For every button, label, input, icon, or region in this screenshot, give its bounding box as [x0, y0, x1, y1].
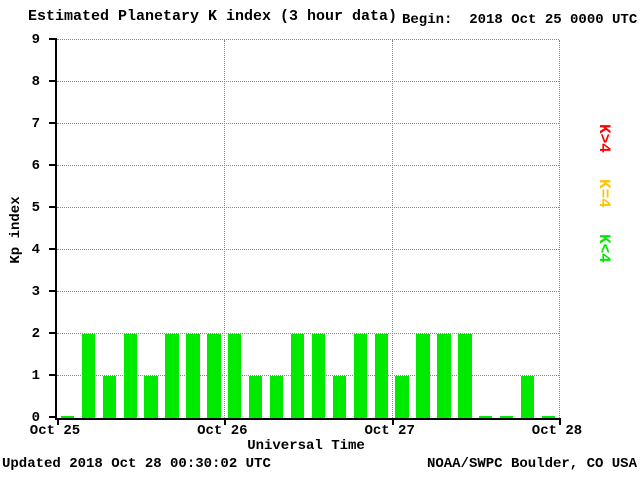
gridline-y-2: [57, 333, 559, 334]
kp-bar: [144, 376, 158, 418]
y-tick-label-8: 8: [31, 73, 40, 90]
y-tick-label-1: 1: [31, 367, 40, 384]
kp-bar: [520, 376, 535, 418]
legend-k-below-4: K<4: [595, 233, 613, 263]
x-axis-title: Universal Time: [247, 438, 365, 454]
legend-k-equal-4: K=4: [595, 178, 613, 208]
y-tickmark-4: [49, 248, 57, 250]
kp-bar: [228, 334, 242, 418]
y-tick-label-9: 9: [31, 32, 40, 48]
kp-bar: [479, 416, 493, 418]
gridline-y-4: [57, 249, 559, 250]
kp-bar: [437, 334, 451, 418]
y-tick-label-7: 7: [31, 115, 40, 132]
x-tickmark-3: [559, 418, 561, 425]
gridline-y-9: [57, 39, 559, 40]
y-tick-label-2: 2: [31, 326, 40, 342]
kp-bar: [332, 376, 347, 418]
x-tickmark-0: [57, 418, 59, 425]
y-axis-tick-labels: 0 1 2 3 4 5 6 7 8 9: [0, 32, 48, 426]
y-tickmark-0: [49, 416, 57, 418]
y-tick-label-6: 6: [31, 157, 40, 174]
kp-bar: [458, 334, 472, 418]
chart-title: Estimated Planetary K index (3 hour data…: [28, 8, 398, 25]
kp-bar: [81, 334, 96, 418]
x-tick-label-oct-28: Oct 28: [531, 423, 583, 439]
source-text: NOAA/SWPC Boulder, CO USA: [426, 456, 637, 472]
kp-bar: [60, 416, 75, 418]
begin-label: Begin: 2018 Oct 25 0000 UTC: [402, 12, 638, 28]
kp-bar: [102, 376, 116, 418]
y-tick-label-5: 5: [31, 199, 40, 216]
plot-area: [49, 38, 561, 425]
kp-bar: [374, 334, 388, 418]
gridline-y-6: [57, 165, 559, 166]
kp-bar: [165, 334, 179, 418]
y-tickmark-8: [49, 80, 57, 82]
kp-bar: [416, 334, 430, 418]
x-tick-label-oct-25: Oct 25: [29, 423, 81, 439]
gridline-x-oct-27: [391, 40, 393, 418]
gridline-y-3: [57, 291, 559, 292]
updated-text: Updated 2018 Oct 28 00:30:02 UTC: [2, 456, 271, 472]
y-tickmark-1: [49, 374, 57, 376]
x-tickmark-1: [224, 418, 227, 425]
y-tick-label-4: 4: [31, 242, 40, 258]
y-tickmark-5: [49, 206, 57, 208]
y-tickmark-9: [49, 38, 57, 40]
kp-bar: [290, 334, 305, 418]
kp-bar: [123, 334, 137, 418]
kp-bar: [207, 334, 221, 418]
kp-bar: [500, 416, 514, 418]
x-tick-label-oct-26: Oct 26: [197, 423, 248, 439]
x-tick-label-oct-27: Oct 27: [364, 423, 415, 439]
gridline-x-oct-26: [224, 40, 226, 418]
gridline-y-5: [57, 207, 559, 208]
kp-bar: [186, 334, 200, 418]
kp-bar: [269, 376, 284, 418]
x-tickmark-2: [391, 418, 394, 425]
legend-k-above-4: K>4: [595, 124, 613, 153]
y-tickmark-2: [49, 332, 57, 334]
kp-bar: [353, 334, 367, 418]
kp-bar: [311, 334, 326, 418]
kp-bar: [395, 376, 409, 418]
y-tickmark-3: [49, 290, 57, 292]
kp-bar: [249, 376, 263, 418]
y-tickmark-7: [49, 122, 57, 124]
y-tick-label-0: 0: [31, 410, 40, 426]
x-axis-tick-labels: Oct 25 Oct 26 Oct 27 Oct 28: [30, 423, 582, 439]
kp-bar: [541, 416, 556, 418]
y-tickmark-6: [49, 164, 57, 166]
y-tick-label-3: 3: [31, 283, 40, 300]
legend: K>4 K=4 K<4: [592, 124, 616, 262]
gridline-y-7: [57, 123, 559, 124]
gridline-y-8: [57, 81, 559, 82]
gridline-x-oct-28: [559, 40, 560, 418]
gridline-y-1: [57, 375, 559, 376]
